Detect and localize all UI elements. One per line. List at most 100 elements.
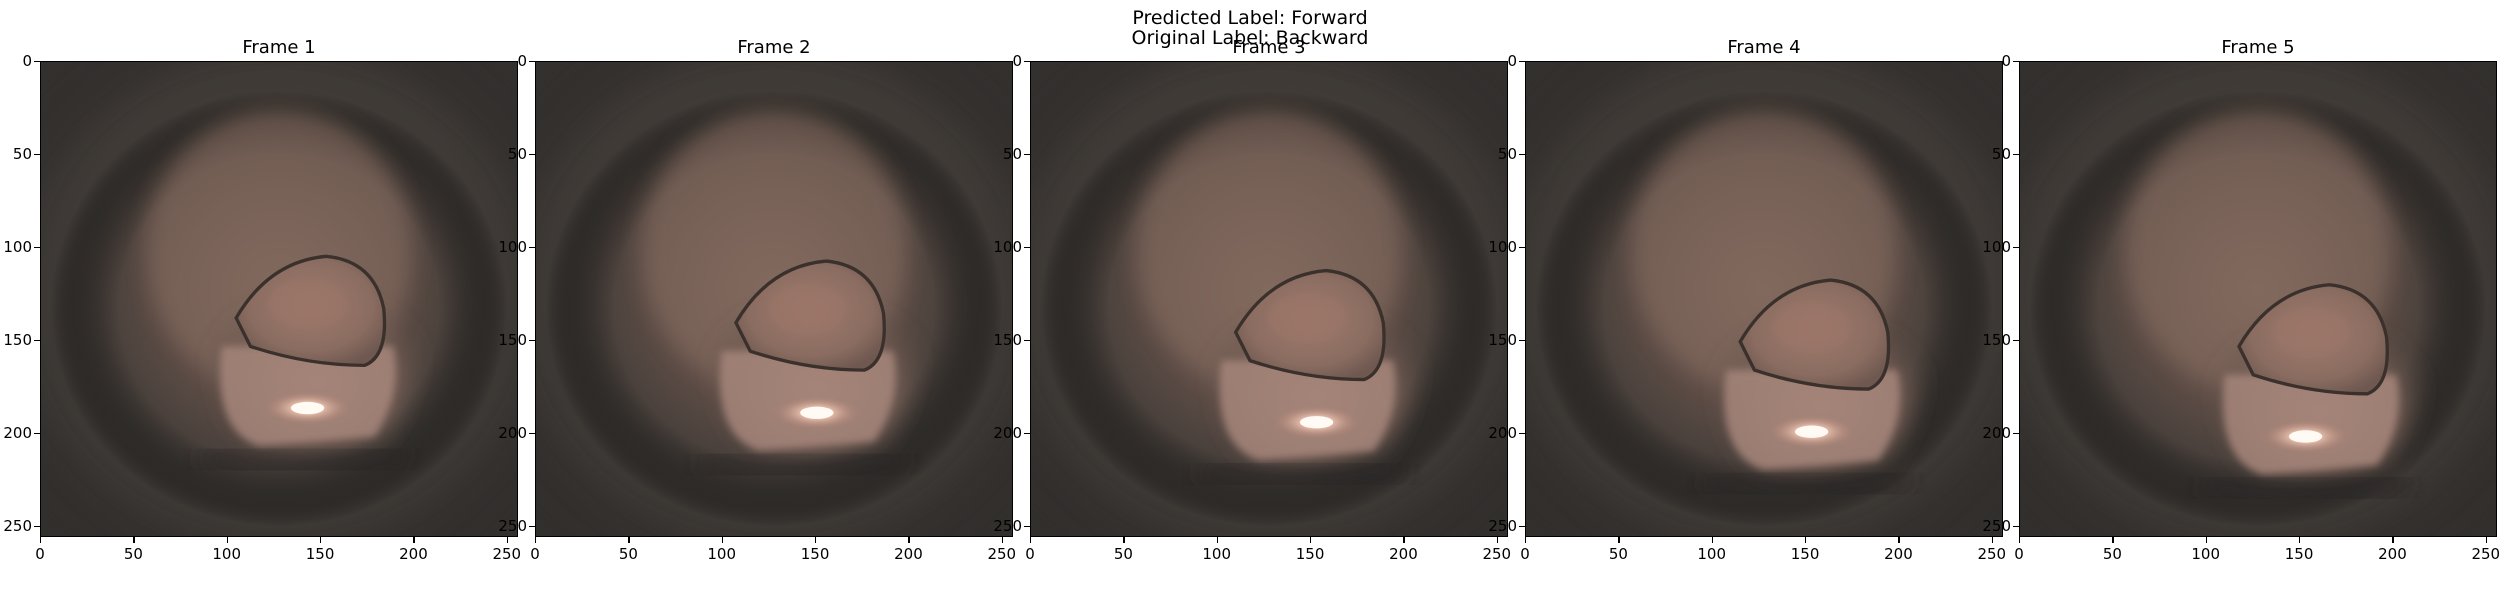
y-tick-mark xyxy=(1519,153,1525,156)
y-tick-label: 0 xyxy=(2001,52,2011,70)
x-tick-label: 150 xyxy=(1790,545,1820,563)
x-tick-mark xyxy=(721,537,724,543)
x-tick-mark xyxy=(133,537,135,543)
y-tick-label: 150 xyxy=(498,330,527,349)
x-tick-label: 250 xyxy=(492,545,522,563)
y-tick-mark xyxy=(34,61,40,63)
y-tick-label: 200 xyxy=(1982,423,2011,442)
frame-panel: Frame 4 xyxy=(1488,0,2006,600)
x-tick-mark xyxy=(908,537,910,543)
y-tick-label: 50 xyxy=(1002,144,1022,163)
x-tick-label: 50 xyxy=(618,545,638,563)
y-tick-label: 0 xyxy=(1507,52,1517,70)
y-tick-label: 200 xyxy=(993,423,1022,442)
y-tick-label: 150 xyxy=(3,330,32,349)
frame-panel: Frame 1 xyxy=(3,0,521,600)
y-tick-label: 0 xyxy=(22,52,32,70)
x-tick-mark xyxy=(815,537,817,543)
y-tick-mark xyxy=(529,246,535,249)
x-tick-mark xyxy=(1525,537,1527,543)
x-tick-mark xyxy=(1001,537,1004,543)
x-tick-mark xyxy=(628,537,630,543)
y-tick-mark xyxy=(2013,61,2019,63)
x-tick-label: 50 xyxy=(2102,545,2122,563)
frame-title: Frame 4 xyxy=(1727,37,1801,58)
x-tick-mark xyxy=(1403,537,1405,543)
x-tick-mark xyxy=(1618,537,1620,543)
y-tick-mark xyxy=(34,339,40,342)
y-tick-label: 100 xyxy=(993,237,1022,256)
endoscopy-image xyxy=(535,61,1013,537)
x-tick-mark xyxy=(2019,537,2021,543)
x-tick-label: 50 xyxy=(1608,545,1628,563)
frame-panel: Frame 3 xyxy=(993,0,1511,600)
y-tick-mark xyxy=(34,153,40,156)
y-tick-mark xyxy=(2013,525,2019,528)
y-tick-label: 250 xyxy=(3,516,32,535)
x-tick-mark xyxy=(1711,537,1714,543)
x-tick-mark xyxy=(226,537,229,543)
x-tick-label: 200 xyxy=(399,545,428,563)
x-tick-label: 200 xyxy=(1389,545,1418,563)
x-tick-label: 200 xyxy=(2378,545,2407,563)
y-tick-label: 0 xyxy=(1012,52,1022,70)
y-tick-label: 150 xyxy=(993,330,1022,349)
y-tick-label: 250 xyxy=(1982,516,2011,535)
x-tick-mark xyxy=(1123,537,1125,543)
y-tick-label: 150 xyxy=(1982,330,2011,349)
y-tick-label: 200 xyxy=(498,423,527,442)
y-tick-mark xyxy=(1024,339,1030,342)
y-tick-mark xyxy=(529,525,535,528)
x-tick-label: 100 xyxy=(1202,545,1232,563)
y-tick-mark xyxy=(1519,246,1525,249)
x-tick-mark xyxy=(1991,537,1994,543)
y-tick-label: 200 xyxy=(1488,423,1517,442)
y-tick-label: 100 xyxy=(1982,237,2011,256)
frame-panel: Frame 2 xyxy=(498,0,1016,600)
x-tick-label: 250 xyxy=(2471,545,2500,563)
y-tick-mark xyxy=(34,246,40,249)
x-tick-label: 50 xyxy=(123,545,143,563)
frame-panel: Frame 5 xyxy=(1982,0,2500,600)
x-tick-mark xyxy=(320,537,322,543)
y-tick-mark xyxy=(1519,432,1525,435)
y-tick-mark xyxy=(1024,525,1030,528)
y-tick-mark xyxy=(529,61,535,63)
y-tick-mark xyxy=(34,432,40,435)
y-tick-mark xyxy=(2013,246,2019,249)
endoscopy-image xyxy=(40,61,518,537)
y-tick-label: 0 xyxy=(517,52,527,70)
x-tick-mark xyxy=(2485,537,2488,543)
x-tick-mark xyxy=(40,537,42,543)
x-tick-label: 100 xyxy=(1697,545,1727,563)
endoscopy-image xyxy=(1525,61,2003,537)
x-tick-mark xyxy=(1805,537,1807,543)
x-tick-label: 0 xyxy=(35,545,45,563)
x-tick-label: 0 xyxy=(530,545,540,563)
y-tick-mark xyxy=(1024,61,1030,63)
y-tick-mark xyxy=(1024,432,1030,435)
x-tick-label: 200 xyxy=(894,545,923,563)
y-tick-label: 100 xyxy=(498,237,527,256)
x-tick-label: 50 xyxy=(1113,545,1133,563)
x-tick-mark xyxy=(1030,537,1032,543)
x-tick-label: 0 xyxy=(1025,545,1035,563)
y-tick-label: 250 xyxy=(1488,516,1517,535)
y-tick-label: 200 xyxy=(3,423,32,442)
x-tick-mark xyxy=(1898,537,1900,543)
x-tick-mark xyxy=(2392,537,2394,543)
endoscopy-image xyxy=(2019,61,2497,537)
y-tick-label: 100 xyxy=(3,237,32,256)
x-tick-mark xyxy=(2205,537,2208,543)
x-tick-label: 150 xyxy=(305,545,335,563)
x-tick-mark xyxy=(1216,537,1219,543)
frame-title: Frame 2 xyxy=(737,37,811,58)
y-tick-mark xyxy=(34,525,40,528)
y-tick-mark xyxy=(529,153,535,156)
x-tick-mark xyxy=(1496,537,1499,543)
x-tick-mark xyxy=(535,537,537,543)
y-tick-label: 250 xyxy=(498,516,527,535)
frame-title: Frame 5 xyxy=(2221,37,2295,58)
y-tick-mark xyxy=(1519,525,1525,528)
x-tick-mark xyxy=(506,537,509,543)
